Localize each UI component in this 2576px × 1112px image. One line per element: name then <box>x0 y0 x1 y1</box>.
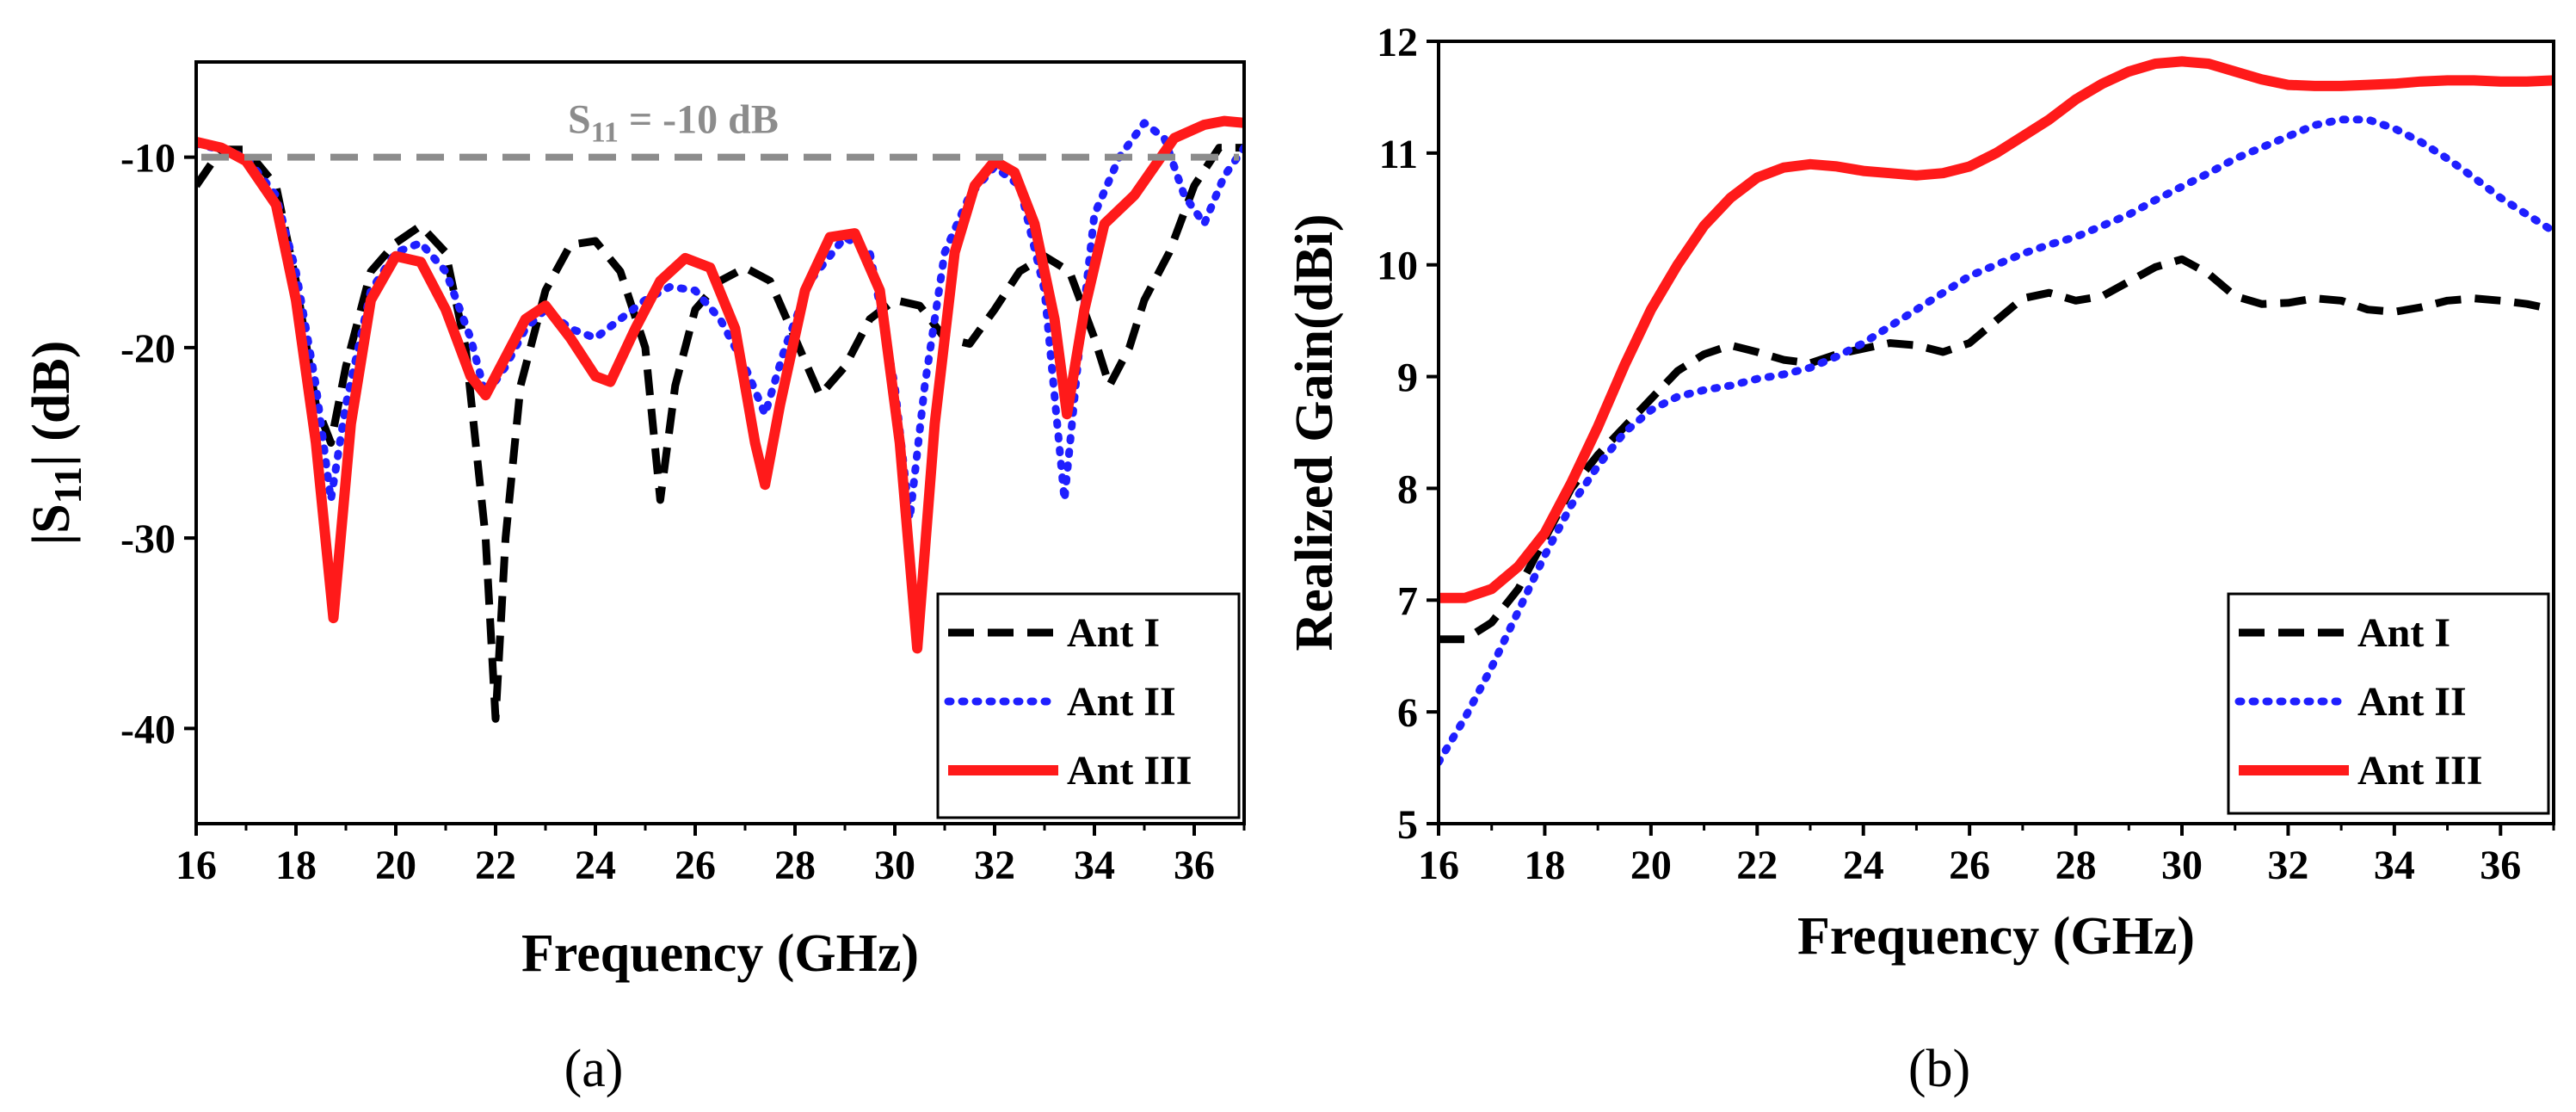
panel-a-ticks: 16 18 20 22 24 26 28 30 32 34 36 -40 -30 -20 -10 <box>120 136 1246 888</box>
y-tick-label: 10 <box>1377 244 1418 289</box>
panel-b-x-axis-title: Frequency (GHz) <box>1797 907 2195 966</box>
legend-label-ant-i: Ant I <box>2357 610 2450 656</box>
y-tick-label: 9 <box>1397 355 1418 401</box>
y-tick-label: 7 <box>1397 578 1418 624</box>
panel-a-y-axis-title: |S11| (dB) <box>22 341 89 546</box>
y-tick-label: -20 <box>120 326 176 372</box>
y-tick-label: 12 <box>1377 20 1418 65</box>
x-tick-label: 18 <box>1524 843 1565 888</box>
x-tick-label: 32 <box>974 843 1015 888</box>
y-tick-label: -30 <box>120 516 176 562</box>
y-tick-label: 11 <box>1379 132 1418 177</box>
x-tick-label: 24 <box>575 843 616 888</box>
s11-threshold-label: S11 = -10 dB <box>568 97 779 149</box>
y-tick-label: 6 <box>1397 690 1418 736</box>
x-tick-label: 24 <box>1843 843 1884 888</box>
legend-label-ant-ii: Ant II <box>2357 679 2467 725</box>
y-tick-label: 8 <box>1397 466 1418 512</box>
x-tick-label: 16 <box>1418 843 1459 888</box>
x-tick-label: 36 <box>2480 843 2521 888</box>
x-tick-label: 30 <box>2161 843 2203 888</box>
y-tick-label: -40 <box>120 707 176 752</box>
x-tick-label: 28 <box>774 843 816 888</box>
x-tick-label: 18 <box>275 843 317 888</box>
x-tick-label: 16 <box>176 843 217 888</box>
panel-a-series-group <box>196 115 1244 723</box>
x-tick-label: 22 <box>475 843 516 888</box>
series-line-ant-iii <box>196 115 1244 654</box>
legend-label-ant-ii: Ant II <box>1067 679 1176 725</box>
panel-a-plot-frame <box>194 60 1246 825</box>
x-tick-label: 22 <box>1736 843 1778 888</box>
panel-a-x-axis-title: Frequency (GHz) <box>521 924 919 983</box>
panel-b-plot-frame <box>1437 40 2555 825</box>
series-line-ant-i <box>1439 255 2554 644</box>
legend-label-ant-i: Ant I <box>1067 610 1160 656</box>
panel-a-legend: Ant I Ant II Ant III <box>936 592 1241 819</box>
x-tick-label: 36 <box>1174 843 1215 888</box>
x-tick-label: 30 <box>874 843 915 888</box>
panel-b-y-axis-title: Realized Gain(dBi) <box>1285 213 1344 651</box>
legend-label-ant-iii: Ant III <box>2357 748 2482 794</box>
y-tick-label: 5 <box>1397 802 1418 848</box>
panel-a-s11-chart: S11 = -10 dB 16 18 20 22 24 26 28 30 32 34 36 -40 -3… <box>22 60 1246 1098</box>
panel-b-legend: Ant I Ant II Ant III <box>2227 592 2550 815</box>
series-line-ant-ii <box>1439 115 2554 767</box>
series-line-ant-i <box>196 144 1244 723</box>
x-tick-label: 26 <box>1949 843 1990 888</box>
x-tick-label: 34 <box>1074 843 1115 888</box>
x-tick-label: 32 <box>2267 843 2308 888</box>
x-tick-label: 26 <box>675 843 716 888</box>
legend-label-ant-iii: Ant III <box>1067 748 1192 794</box>
panel-b-caption: (b) <box>1908 1040 1970 1098</box>
series-line-ant-iii <box>1439 56 2554 603</box>
x-tick-label: 20 <box>375 843 416 888</box>
x-tick-label: 28 <box>2055 843 2097 888</box>
panel-b-ticks: 16 18 20 22 24 26 28 30 32 34 36 5 6 7 8 9 10 11 12 <box>1377 20 2555 888</box>
y-tick-label: -10 <box>120 136 176 182</box>
x-tick-label: 20 <box>1630 843 1672 888</box>
panel-a-caption: (a) <box>564 1040 624 1098</box>
panel-b-series-group <box>1439 56 2554 767</box>
x-tick-label: 34 <box>2374 843 2415 888</box>
panel-b-gain-chart: 16 18 20 22 24 26 28 30 32 34 36 5 6 7 8 9 10 11 12 Freque… <box>1285 20 2555 1098</box>
